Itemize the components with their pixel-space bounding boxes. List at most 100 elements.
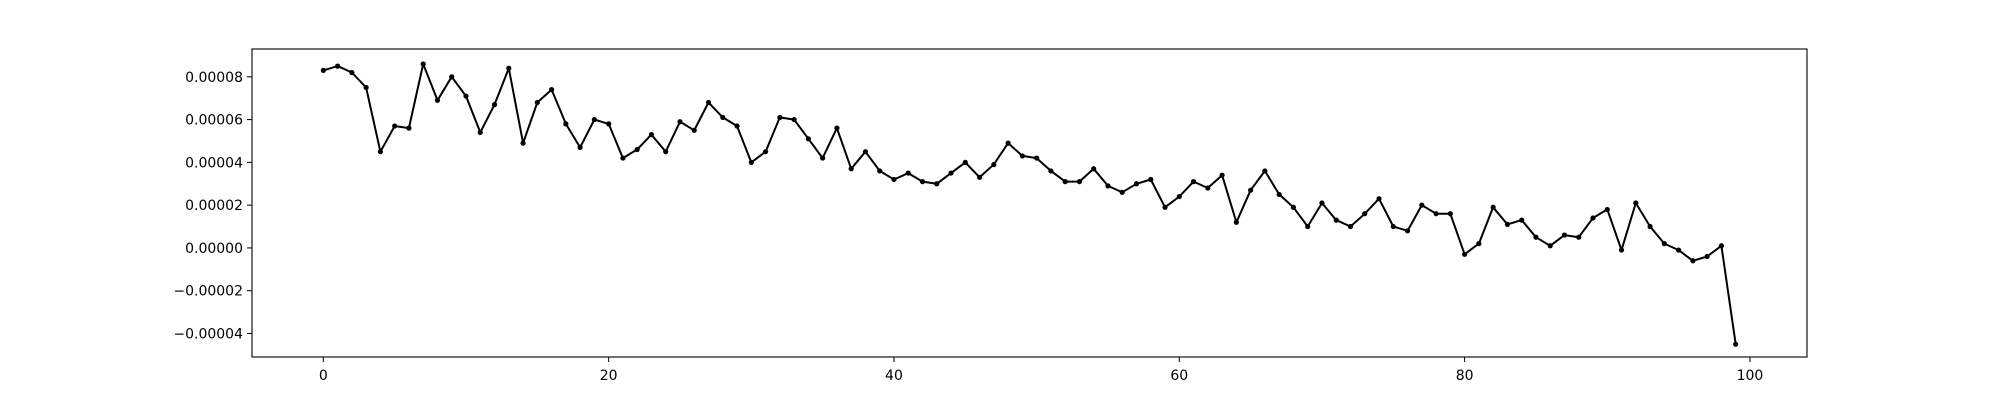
data-point — [948, 170, 954, 176]
data-point — [919, 179, 926, 185]
x-tick-label: 80 — [1456, 368, 1474, 384]
data-point — [520, 140, 526, 146]
data-point — [1419, 202, 1425, 208]
data-point — [748, 159, 754, 165]
data-point — [491, 102, 498, 108]
data-point — [1576, 234, 1582, 240]
data-point — [1504, 221, 1511, 227]
y-tick-label: 0.00004 — [185, 155, 243, 171]
data-point — [449, 74, 455, 80]
data-point — [392, 123, 398, 129]
data-point — [577, 144, 583, 150]
data-point — [1676, 247, 1682, 253]
data-point — [1718, 243, 1725, 249]
data-point — [1476, 241, 1482, 247]
data-point — [677, 119, 683, 125]
series-line — [323, 63, 1737, 345]
data-point — [1404, 228, 1411, 234]
data-point — [1490, 204, 1496, 210]
x-tick-label: 100 — [1737, 368, 1764, 384]
data-point — [848, 166, 854, 172]
data-point — [1618, 247, 1625, 253]
data-point — [1561, 232, 1568, 238]
data-point — [1661, 241, 1667, 247]
data-point — [634, 146, 640, 153]
data-point — [1704, 253, 1710, 260]
data-point — [463, 93, 469, 99]
data-point — [905, 170, 911, 176]
data-point — [1119, 189, 1125, 195]
data-point — [1048, 168, 1054, 174]
data-point — [1362, 211, 1368, 217]
series-layer — [320, 61, 1739, 347]
data-point — [1133, 181, 1140, 187]
data-point — [877, 168, 883, 174]
data-point — [1262, 168, 1268, 174]
data-point — [1248, 187, 1254, 193]
data-point — [1519, 217, 1525, 223]
data-point — [1219, 172, 1225, 178]
data-point — [1276, 191, 1282, 198]
data-point — [705, 99, 712, 106]
data-point — [434, 97, 441, 103]
data-point — [320, 67, 326, 73]
data-point — [1176, 193, 1182, 200]
data-point — [406, 125, 412, 131]
data-point — [477, 129, 483, 136]
data-point — [691, 127, 697, 133]
data-point — [663, 149, 669, 155]
data-point — [1319, 200, 1325, 206]
data-point — [377, 149, 383, 155]
data-point — [563, 121, 569, 127]
data-point — [1190, 179, 1197, 185]
data-point — [1076, 179, 1083, 185]
data-point — [1547, 243, 1553, 249]
axes: 0 20 40 60 80 100 −0.00004 −0.00002 0.00000 0.000… — [173, 48, 1808, 384]
data-point — [991, 161, 997, 168]
data-point — [834, 125, 840, 131]
plot-frame — [251, 48, 1808, 358]
data-point — [606, 121, 612, 127]
data-point — [1305, 223, 1311, 230]
data-point — [734, 123, 740, 129]
y-tick-label: 0.00002 — [185, 198, 243, 214]
data-point — [1205, 185, 1211, 191]
data-point — [891, 176, 897, 183]
data-point — [934, 181, 940, 187]
data-point — [349, 69, 355, 76]
data-point — [1690, 258, 1696, 264]
data-point — [1148, 176, 1154, 183]
data-point — [1347, 223, 1354, 230]
x-tick-label: 20 — [600, 368, 618, 384]
data-point — [1462, 251, 1468, 257]
data-point — [1376, 196, 1382, 202]
data-point — [962, 159, 968, 165]
data-point — [762, 149, 769, 155]
data-point — [720, 114, 726, 121]
data-point — [820, 155, 826, 161]
data-point — [620, 155, 626, 161]
data-point — [1733, 341, 1739, 347]
data-point — [805, 136, 811, 142]
data-point — [648, 131, 655, 138]
data-point — [1005, 140, 1011, 146]
data-point — [1633, 200, 1639, 206]
data-point — [1162, 204, 1168, 210]
x-tick-label: 40 — [885, 368, 903, 384]
data-point — [976, 174, 983, 180]
data-point — [1604, 206, 1610, 213]
y-tick-label: 0.00000 — [185, 241, 243, 257]
data-point — [1390, 223, 1396, 230]
data-point — [1091, 166, 1097, 172]
data-point — [1062, 179, 1068, 185]
data-point — [548, 87, 555, 93]
data-point — [1233, 219, 1239, 225]
data-point — [862, 149, 869, 155]
data-point — [506, 65, 512, 71]
data-point — [1333, 217, 1339, 223]
data-point — [534, 99, 540, 106]
data-point — [1433, 211, 1439, 217]
data-point — [334, 63, 341, 69]
data-point — [363, 84, 369, 91]
